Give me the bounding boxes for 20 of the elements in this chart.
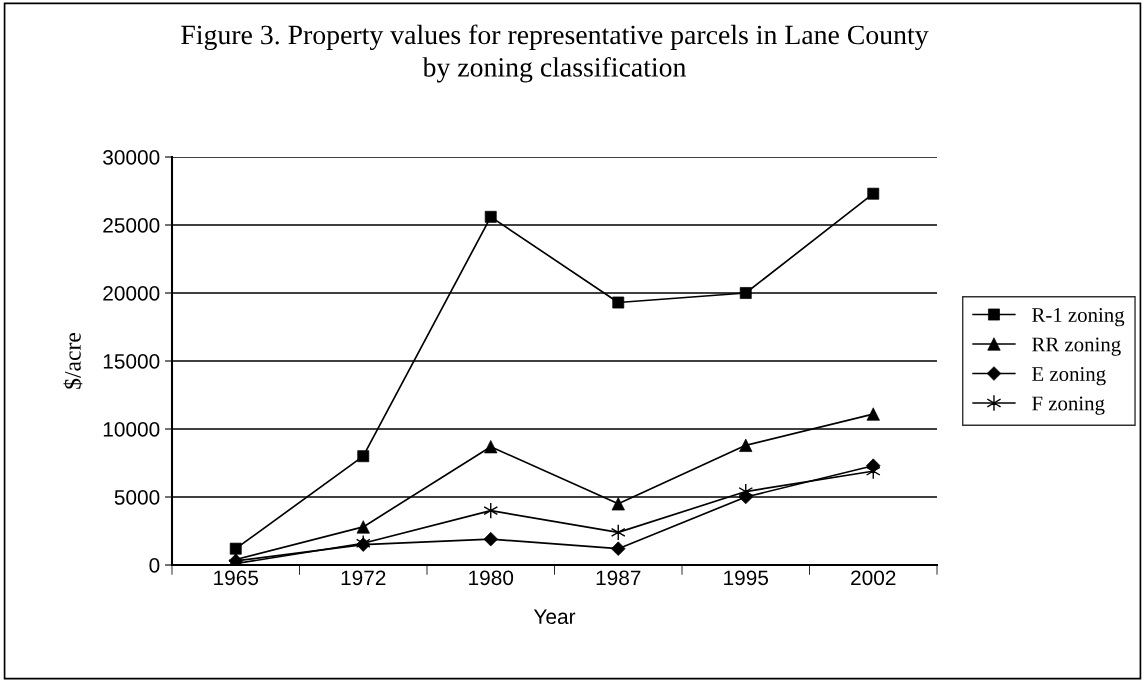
y-tick-label: 30000 xyxy=(103,150,160,165)
y-tick-label: 15000 xyxy=(103,354,160,369)
y-tick-label: 10000 xyxy=(103,422,160,437)
x-tick-label: 1972 xyxy=(341,570,386,586)
legend-label: RR zoning xyxy=(1032,337,1121,356)
x-tick-label: 2002 xyxy=(851,570,896,586)
x-axis-title: Year xyxy=(533,609,576,625)
y-tick-label: 0 xyxy=(149,558,160,573)
x-tick-label: 1995 xyxy=(724,570,769,586)
x-tick-label: 1965 xyxy=(214,570,259,586)
y-tick-label: 5000 xyxy=(114,490,160,505)
legend-label: F zoning xyxy=(1032,396,1105,415)
y-tick-label: 25000 xyxy=(103,218,160,233)
y-tick-label: 20000 xyxy=(103,286,160,301)
chart-title: Figure 3. Property values for representative parcels in Lane County by zoning classification xyxy=(181,24,929,83)
x-tick-label: 1980 xyxy=(469,570,514,586)
legend-label: E zoning xyxy=(1032,367,1106,386)
y-axis-title: $/acre xyxy=(63,332,83,389)
legend-label: R-1 zoning xyxy=(1032,308,1125,327)
x-tick-label: 1987 xyxy=(596,570,641,586)
